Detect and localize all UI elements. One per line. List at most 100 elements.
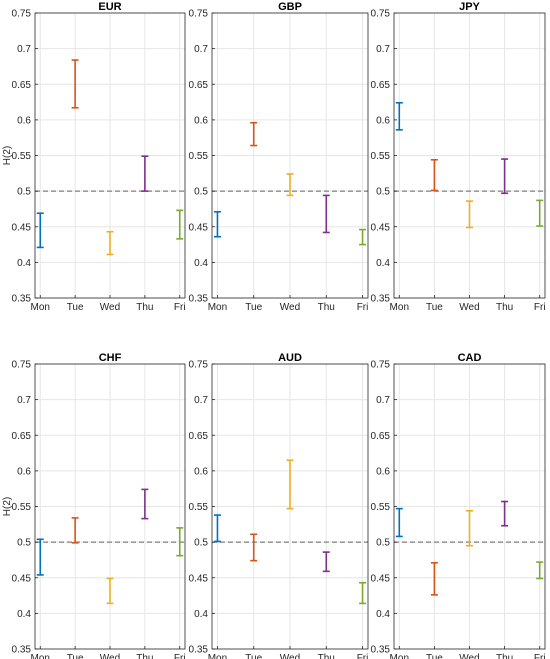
x-tick-label: Fri xyxy=(534,302,546,313)
panel-title: JPY xyxy=(459,1,480,13)
x-tick-label: Tue xyxy=(67,653,84,659)
interval-mon xyxy=(213,514,221,543)
panel-gbp: 0.35 0.4 0.45 0.5 0.55 0.6 0.65 0.7 0.75 Mon Tue We… xyxy=(189,1,369,313)
interval-thu xyxy=(141,155,149,192)
y-tick-label: 0.75 xyxy=(12,360,32,371)
x-tick-label: Thu xyxy=(136,653,153,659)
y-tick-label: 0.5 xyxy=(376,187,390,198)
interval-mon xyxy=(395,507,403,538)
y-tick-label: 0.55 xyxy=(371,151,391,162)
y-tick-label: 0.55 xyxy=(12,151,32,162)
y-tick-label: 0.35 xyxy=(189,645,209,656)
interval-fri xyxy=(176,527,184,557)
y-tick-label: 0.55 xyxy=(189,502,209,513)
y-tick-label: 0.35 xyxy=(12,645,32,656)
panel-title: EUR xyxy=(98,1,121,13)
y-tick-label: 0.45 xyxy=(371,573,391,584)
y-tick-label: 0.45 xyxy=(371,222,391,233)
y-tick-label: 0.65 xyxy=(189,431,209,442)
x-tick-label: Thu xyxy=(318,302,335,313)
y-tick-label: 0.65 xyxy=(12,431,32,442)
panel-title: GBP xyxy=(278,1,302,13)
y-tick-label: 0.4 xyxy=(194,609,208,620)
interval-tue xyxy=(430,158,438,192)
interval-thu xyxy=(501,158,509,195)
interval-mon xyxy=(213,210,221,238)
y-tick-label: 0.75 xyxy=(189,9,209,20)
interval-thu xyxy=(501,500,509,527)
interval-wed xyxy=(106,577,114,605)
interval-tue xyxy=(430,561,438,596)
interval-wed xyxy=(286,173,294,197)
panel-aud: 0.35 0.4 0.45 0.5 0.55 0.6 0.65 0.7 0.75 Mon Tue We… xyxy=(189,352,369,659)
y-tick-label: 0.4 xyxy=(376,609,390,620)
y-tick-label: 0.35 xyxy=(371,294,391,305)
x-tick-label: Mon xyxy=(390,302,409,313)
x-tick-label: Thu xyxy=(136,302,153,313)
y-tick-label: 0.55 xyxy=(371,502,391,513)
x-tick-label: Wed xyxy=(280,302,300,313)
x-tick-label: Thu xyxy=(318,653,335,659)
x-tick-label: Mon xyxy=(208,302,227,313)
y-tick-label: 0.65 xyxy=(371,80,391,91)
y-tick-label: 0.35 xyxy=(371,645,391,656)
x-tick-label: Wed xyxy=(100,302,120,313)
x-tick-label: Tue xyxy=(426,302,443,313)
y-tick-label: 0.5 xyxy=(376,538,390,549)
y-tick-label: 0.7 xyxy=(194,44,208,55)
y-tick-label: 0.75 xyxy=(371,360,391,371)
x-tick-label: Tue xyxy=(426,653,443,659)
y-tick-label: 0.4 xyxy=(17,258,31,269)
x-tick-label: Fri xyxy=(534,653,546,659)
x-tick-label: Mon xyxy=(31,302,50,313)
y-tick-label: 0.5 xyxy=(17,538,31,549)
interval-tue xyxy=(71,517,79,544)
interval-fri xyxy=(536,561,544,580)
interval-mon xyxy=(395,101,403,131)
x-tick-label: Fri xyxy=(174,653,186,659)
y-tick-label: 0.35 xyxy=(12,294,32,305)
y-tick-label: 0.7 xyxy=(17,44,31,55)
x-tick-label: Wed xyxy=(459,653,479,659)
y-tick-label: 0.4 xyxy=(376,258,390,269)
interval-wed xyxy=(466,509,473,547)
interval-fri xyxy=(536,199,544,227)
x-tick-label: Wed xyxy=(280,653,300,659)
interval-thu xyxy=(141,488,149,520)
y-tick-label: 0.75 xyxy=(189,360,209,371)
y-tick-label: 0.6 xyxy=(376,466,390,477)
y-tick-label: 0.7 xyxy=(17,395,31,406)
interval-tue xyxy=(71,59,79,109)
x-tick-label: Tue xyxy=(245,302,262,313)
x-tick-label: Thu xyxy=(496,653,513,659)
x-tick-label: Thu xyxy=(496,302,513,313)
y-tick-label: 0.6 xyxy=(194,466,208,477)
y-tick-label: 0.45 xyxy=(189,573,209,584)
interval-tue xyxy=(250,533,258,562)
y-axis-label: H(2) xyxy=(2,146,13,165)
interval-fri xyxy=(176,209,184,240)
y-tick-label: 0.55 xyxy=(12,502,32,513)
y-tick-label: 0.75 xyxy=(371,9,391,20)
interval-wed xyxy=(286,459,294,510)
y-tick-label: 0.5 xyxy=(17,187,31,198)
interval-thu xyxy=(322,551,330,573)
y-tick-label: 0.6 xyxy=(17,466,31,477)
interval-wed xyxy=(106,230,114,256)
interval-mon xyxy=(36,212,44,249)
x-tick-label: Fri xyxy=(174,302,186,313)
panel-title: CAD xyxy=(458,352,482,364)
y-tick-label: 0.5 xyxy=(194,538,208,549)
y-axis-label: H(2) xyxy=(2,497,13,516)
y-tick-label: 0.65 xyxy=(12,80,32,91)
x-tick-label: Wed xyxy=(459,302,479,313)
x-tick-label: Mon xyxy=(31,653,50,659)
y-tick-label: 0.45 xyxy=(12,222,32,233)
x-tick-label: Fri xyxy=(357,302,369,313)
panel-cad: 0.35 0.4 0.45 0.5 0.55 0.6 0.65 0.7 0.75 Mon Tue We… xyxy=(371,352,546,659)
y-tick-label: 0.65 xyxy=(371,431,391,442)
y-tick-label: 0.6 xyxy=(376,115,390,126)
x-tick-label: Mon xyxy=(208,653,227,659)
y-tick-label: 0.6 xyxy=(17,115,31,126)
